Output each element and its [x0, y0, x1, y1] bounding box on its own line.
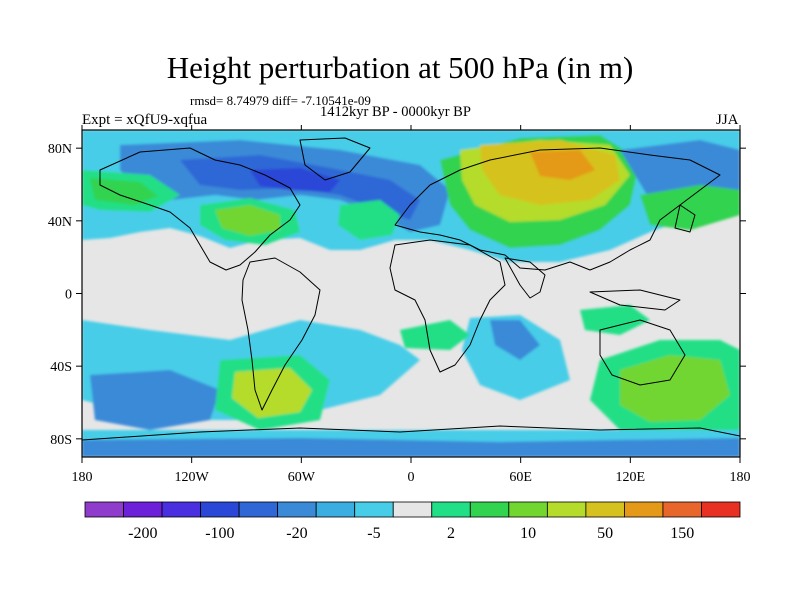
coastlines [82, 137, 740, 441]
x-tick-label: 120W [175, 470, 210, 485]
anomaly-eurasia-high-peak [530, 150, 595, 180]
coast-north-america [99, 147, 301, 271]
anomaly-japan-high [640, 185, 740, 230]
x-tick-label: 0 [408, 470, 415, 485]
colorbar-swatch [277, 501, 317, 518]
colorbar [84, 501, 741, 518]
x-tick-label: 180 [730, 470, 751, 485]
map-axis-labels: 180 120W 60W 0 60E 120E 180 80N 40N 0 40S 80S [48, 142, 751, 485]
x-tick-label: 60E [509, 470, 532, 485]
colorbar-swatch [546, 501, 587, 518]
coast-south-america [241, 257, 321, 411]
colorbar-swatch [508, 501, 548, 518]
colorbar-swatch [315, 501, 356, 518]
coast-africa [389, 239, 506, 373]
period-text: 1412kyr BP - 0000kyr BP [320, 104, 471, 120]
colorbar-swatch [84, 501, 124, 518]
colorbar-swatch [469, 501, 510, 518]
colorbar-swatch [354, 501, 394, 518]
colorbar-swatch [123, 501, 163, 518]
colorbar-label: -100 [205, 525, 234, 542]
x-tick-label: 60W [288, 470, 316, 485]
colorbar-swatch [200, 501, 240, 518]
colorbar-label: 150 [670, 525, 694, 542]
coast-india [504, 257, 546, 299]
coast-japan [674, 204, 696, 233]
colorbar-swatch [585, 501, 625, 518]
experiment-label: Expt = xQfU9-xqfua [82, 112, 208, 128]
y-tick-label: 40S [50, 360, 72, 375]
anomaly-south-america-high-core [232, 368, 312, 418]
anomaly-pacific-south-low [90, 370, 220, 430]
colorbar-label: -200 [128, 525, 157, 542]
colorbar-label: -20 [286, 525, 307, 542]
y-tick-label: 40N [48, 215, 72, 230]
colorbar-swatch [701, 501, 741, 518]
colorbar-swatch [161, 501, 201, 518]
season-label: JJA [716, 112, 739, 128]
colorbar-label: -5 [367, 525, 380, 542]
x-tick-label: 180 [72, 470, 93, 485]
coast-indonesia [589, 289, 681, 311]
coast-greenland [299, 137, 371, 181]
colorbar-swatch [431, 501, 471, 518]
colorbar-label: 10 [520, 525, 536, 542]
y-tick-label: 80N [48, 142, 72, 157]
coast-australia [599, 319, 686, 386]
anomaly-indian-high [580, 305, 650, 335]
anomaly-atlantic-high [338, 200, 400, 240]
map-title: Height perturbation at 500 hPa (in m) [166, 50, 634, 85]
colorbar-swatch [392, 501, 433, 518]
anomaly-africa-trough-core [490, 320, 540, 360]
y-tick-label: 80S [50, 433, 72, 448]
coast-antarctica [82, 425, 740, 441]
anomaly-pacific-high-core [90, 178, 158, 205]
colorbar-labels: -200 -100 -20 -5 2 10 50 150 [128, 525, 694, 542]
anomaly-indian-ocean-high-core [620, 355, 730, 422]
anomaly-aus-high [400, 320, 470, 350]
anomaly-south-pole-core [82, 438, 740, 457]
colorbar-swatch [624, 501, 664, 518]
colorbar-label: 50 [597, 525, 613, 542]
coast-eurasia [394, 147, 721, 271]
y-tick-label: 0 [65, 288, 72, 303]
map-axes [76, 125, 746, 463]
colorbar-label: 2 [447, 525, 455, 542]
colorbar-swatch [238, 501, 279, 518]
stats-text: rmsd= 8.74979 diff= -7.10541e-09 [190, 93, 371, 108]
anomaly-fields [82, 130, 740, 457]
colorbar-swatch [662, 501, 702, 518]
anomaly-us-high-core [215, 205, 280, 236]
x-tick-label: 120E [616, 470, 646, 485]
